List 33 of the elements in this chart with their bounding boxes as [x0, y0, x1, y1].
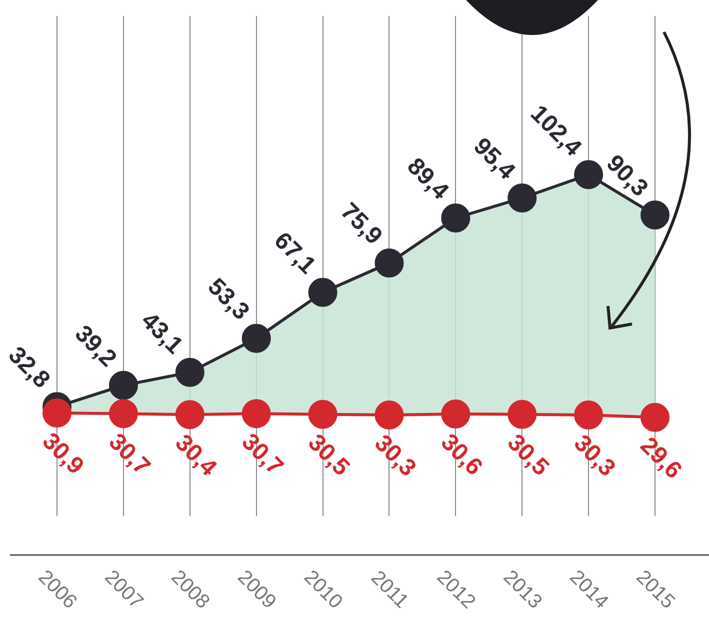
point — [374, 400, 404, 430]
point — [308, 400, 338, 429]
data-label: 30,3 — [369, 430, 422, 482]
data-label: 90,3 — [601, 150, 654, 202]
data-label: 95,4 — [468, 132, 521, 186]
point — [108, 399, 138, 428]
point — [441, 400, 470, 428]
point — [242, 399, 271, 428]
point — [508, 400, 537, 429]
data-label: 30,7 — [103, 428, 156, 480]
point — [441, 204, 470, 232]
data-label: 30,9 — [36, 428, 90, 480]
point — [508, 184, 537, 212]
data-label: 30,3 — [568, 430, 621, 482]
data-label: 30,6 — [436, 428, 488, 481]
data-label: 43,1 — [136, 307, 188, 360]
point — [640, 402, 670, 432]
data-label: 30,4 — [170, 429, 222, 482]
point — [175, 400, 204, 430]
point — [574, 400, 604, 430]
data-label: 30,5 — [302, 428, 355, 482]
data-label: 29,6 — [634, 432, 688, 484]
point — [574, 160, 604, 190]
data-label: 30,5 — [502, 428, 554, 482]
data-label: 30,7 — [236, 428, 288, 480]
point — [175, 358, 204, 387]
point — [42, 398, 72, 428]
point — [242, 324, 271, 353]
data-label: 32,8 — [3, 341, 56, 394]
point — [108, 370, 138, 400]
point — [640, 200, 670, 230]
point — [374, 248, 404, 278]
point — [308, 278, 338, 307]
